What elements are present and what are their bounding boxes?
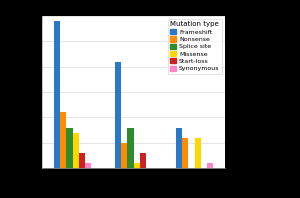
- Bar: [194, 138, 201, 168]
- Bar: [85, 163, 91, 168]
- Bar: [115, 62, 121, 168]
- Bar: [182, 138, 188, 168]
- Bar: [66, 128, 73, 168]
- Bar: [60, 112, 66, 168]
- Bar: [79, 153, 85, 168]
- Bar: [128, 128, 134, 168]
- Bar: [176, 128, 182, 168]
- Legend: Frameshift, Nonsense, Splice site, Missense, Start-loss, Synonymous: Frameshift, Nonsense, Splice site, Misse…: [168, 19, 222, 74]
- Y-axis label: No. of mutations: No. of mutations: [14, 57, 22, 127]
- Bar: [73, 133, 79, 168]
- Bar: [134, 163, 140, 168]
- Bar: [121, 143, 127, 168]
- Bar: [54, 21, 60, 168]
- Bar: [207, 163, 213, 168]
- Bar: [140, 153, 146, 168]
